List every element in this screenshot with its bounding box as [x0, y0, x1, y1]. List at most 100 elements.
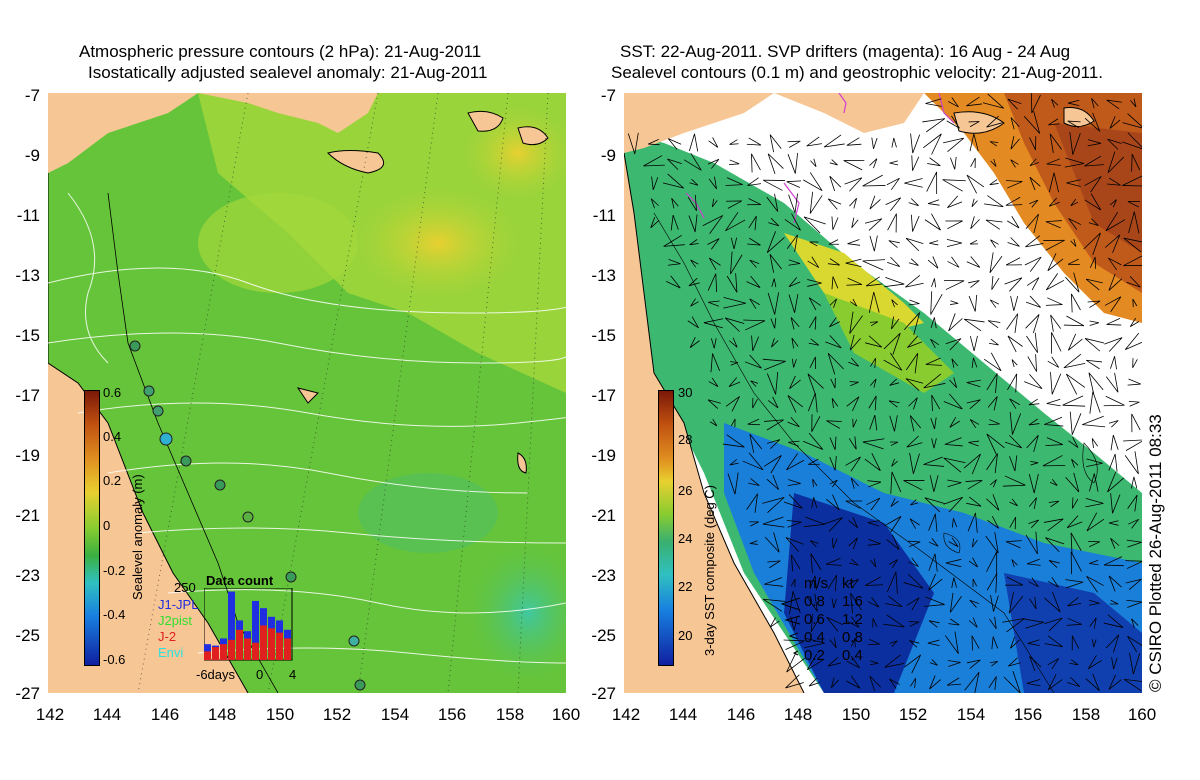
velocity-arrow — [891, 137, 897, 148]
velocity-arrow — [808, 316, 817, 330]
velocity-arrow — [923, 373, 946, 389]
velocity-arrow — [1088, 540, 1101, 548]
velocity-arrow — [766, 474, 779, 490]
velocity-arrow — [766, 193, 779, 212]
velocity-arrow — [803, 172, 823, 192]
velocity-arrow — [1125, 560, 1142, 569]
left-lon-tick: 158 — [495, 705, 525, 724]
velocity-arrow — [985, 219, 1003, 230]
velocity-arrow — [1124, 332, 1142, 351]
velocity-arrow — [888, 240, 900, 248]
velocity-arrow — [871, 137, 878, 149]
velocity-arrow — [862, 259, 886, 271]
velocity-arrow — [1129, 652, 1141, 675]
velocity-arrow — [791, 337, 799, 349]
right-cb-tick-1: 28 — [678, 432, 693, 447]
velocity-arrow — [1009, 516, 1017, 530]
velocity-arrow — [910, 214, 920, 232]
velocity-arrow — [948, 537, 959, 548]
velocity-arrow — [1069, 411, 1082, 435]
velocity-arrow — [783, 494, 803, 509]
velocity-arrow — [767, 292, 780, 315]
velocity-arrow — [809, 241, 819, 247]
velocity-arrow — [905, 353, 919, 374]
velocity-arrow — [687, 316, 699, 329]
velocity-arrow — [1011, 359, 1018, 368]
velocity-arrow — [1026, 679, 1041, 687]
velocity-arrow — [1045, 537, 1065, 552]
left-lon-tick: 142 — [35, 705, 65, 724]
velocity-arrow — [1008, 657, 1021, 667]
velocity-arrow — [908, 397, 918, 410]
velocity-arrow — [927, 157, 941, 167]
speed-row-3-ms: 0.2 — [804, 647, 825, 664]
velocity-arrow — [831, 537, 838, 549]
velocity-arrow — [946, 115, 960, 129]
right-lat-tick: -25 — [591, 626, 616, 645]
right-colorbar — [658, 390, 674, 666]
velocity-arrow — [972, 578, 977, 588]
velocity-arrow — [1024, 256, 1042, 272]
velocity-arrow — [970, 216, 980, 230]
velocity-arrow — [1048, 118, 1060, 126]
velocity-arrow — [826, 616, 844, 632]
velocity-arrow — [1044, 592, 1061, 613]
velocity-arrow — [829, 479, 838, 488]
velocity-arrow — [1029, 158, 1039, 167]
velocity-arrow — [1009, 498, 1018, 507]
velocity-arrow — [989, 299, 1000, 308]
velocity-arrow — [1048, 172, 1060, 193]
velocity-arrow — [749, 433, 763, 453]
velocity-arrow — [890, 471, 902, 494]
velocity-arrow — [1026, 558, 1041, 566]
velocity-arrow — [968, 121, 980, 128]
left-lat-tick: -23 — [15, 566, 40, 585]
velocity-arrow — [708, 257, 721, 270]
velocity-arrow — [982, 93, 1004, 109]
velocity-arrow — [1049, 133, 1062, 153]
velocity-arrow — [945, 220, 963, 230]
velocity-arrow — [788, 277, 801, 288]
velocity-arrow — [1127, 494, 1138, 512]
velocity-arrow — [1066, 617, 1082, 626]
velocity-arrow — [831, 598, 837, 608]
velocity-arrow — [865, 335, 883, 348]
velocity-arrow — [888, 559, 899, 568]
velocity-arrow — [1026, 435, 1039, 452]
velocity-arrow — [906, 435, 923, 448]
velocity-arrow — [1048, 197, 1060, 207]
velocity-arrow — [689, 336, 700, 348]
velocity-arrow — [923, 133, 942, 155]
velocity-arrow — [969, 419, 980, 429]
velocity-arrow — [849, 311, 863, 334]
velocity-arrow — [989, 479, 997, 488]
left-cb-tick-2: 0.2 — [103, 473, 122, 488]
velocity-arrow — [1104, 337, 1123, 352]
velocity-arrow — [888, 400, 900, 408]
velocity-arrow — [1085, 278, 1103, 291]
velocity-arrow — [890, 316, 900, 330]
velocity-arrow — [886, 571, 898, 594]
velocity-arrow — [1065, 272, 1080, 293]
right-lat-tick: -23 — [591, 566, 616, 585]
velocity-arrow — [808, 338, 820, 346]
velocity-arrow — [1043, 239, 1065, 251]
velocity-arrow — [882, 614, 905, 628]
velocity-arrow — [789, 375, 801, 389]
data-count-xtick-1: 0 — [256, 667, 264, 682]
velocity-arrow — [1028, 473, 1039, 494]
velocity-arrow — [1004, 277, 1023, 292]
velocity-arrow — [806, 136, 822, 147]
velocity-arrow — [1128, 400, 1140, 407]
velocity-arrow — [788, 259, 801, 266]
velocity-arrow — [1104, 296, 1122, 312]
velocity-arrow — [1031, 93, 1041, 114]
right-cb-tick-2: 26 — [678, 483, 693, 498]
velocity-arrow — [951, 518, 958, 528]
velocity-arrow — [1066, 179, 1081, 187]
velocity-arrow — [1088, 372, 1104, 395]
velocity-arrow — [987, 515, 999, 529]
velocity-arrow — [791, 358, 797, 368]
velocity-arrow — [985, 532, 999, 554]
velocity-arrow — [862, 438, 885, 450]
